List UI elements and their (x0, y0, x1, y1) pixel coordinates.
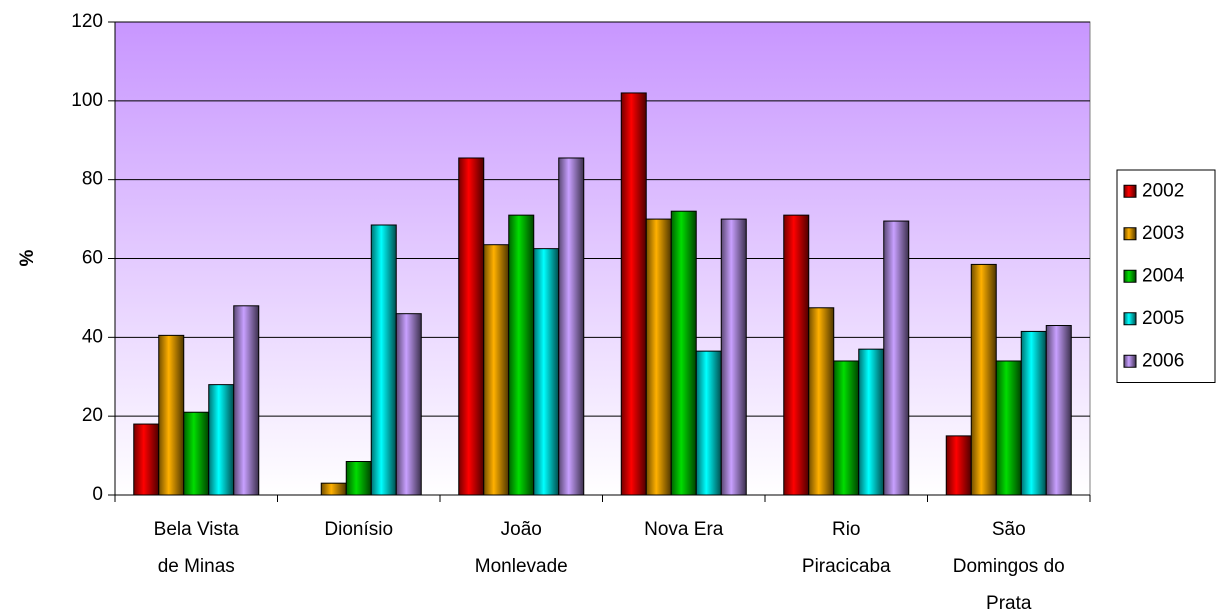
bar (670, 210, 697, 496)
y-tick-label: 60 (82, 248, 103, 269)
x-tick-label: Rio Piracicaba (802, 519, 891, 577)
bar (483, 244, 510, 496)
legend-swatch (1123, 184, 1137, 198)
y-tick-label: 120 (71, 11, 103, 32)
legend-label: 2006 (1142, 350, 1184, 371)
bar (1045, 325, 1072, 496)
y-tick-label: 40 (82, 326, 103, 347)
legend-swatch (1123, 354, 1137, 368)
x-tick-label: São Domingos do Prata (953, 519, 1065, 614)
legend-label: 2004 (1142, 265, 1185, 286)
bar (508, 214, 535, 496)
bar (883, 220, 910, 496)
bar (833, 360, 860, 496)
y-tick-label: 80 (82, 169, 103, 190)
bar (558, 157, 585, 496)
bar (1020, 330, 1047, 496)
y-tick-label: 0 (92, 484, 103, 505)
legend-swatch (1123, 312, 1137, 326)
y-tick-label: 100 (71, 90, 103, 111)
x-tick-label: Dionísio (324, 519, 393, 540)
bar (945, 435, 972, 496)
legend-swatch (1123, 227, 1137, 241)
bar (995, 360, 1022, 496)
legend-swatch (1123, 269, 1137, 283)
bar (858, 348, 885, 496)
bar (370, 224, 397, 496)
y-tick-label: 20 (82, 405, 103, 426)
bar (458, 157, 485, 496)
bar (183, 411, 210, 496)
bar (158, 334, 185, 496)
x-tick-label: Bela Vista de Minas (154, 519, 240, 577)
bar (645, 218, 672, 496)
x-tick-label: João Monlevade (475, 519, 568, 577)
bar (620, 92, 647, 496)
bar (320, 482, 347, 496)
bar (395, 313, 422, 496)
legend-box (1116, 169, 1216, 383)
bar (533, 248, 560, 496)
bar (345, 460, 372, 496)
bar (208, 384, 235, 496)
y-axis-label: % (17, 249, 38, 266)
bar (233, 305, 260, 496)
bar (695, 350, 722, 496)
legend-label: 2005 (1142, 308, 1184, 329)
bar (783, 214, 810, 496)
bar (720, 218, 747, 496)
bar (808, 307, 835, 496)
x-tick-label: Nova Era (644, 519, 724, 540)
bar (970, 263, 997, 496)
legend-label: 2002 (1142, 180, 1184, 201)
legend-label: 2003 (1142, 223, 1184, 244)
bar (133, 423, 160, 496)
